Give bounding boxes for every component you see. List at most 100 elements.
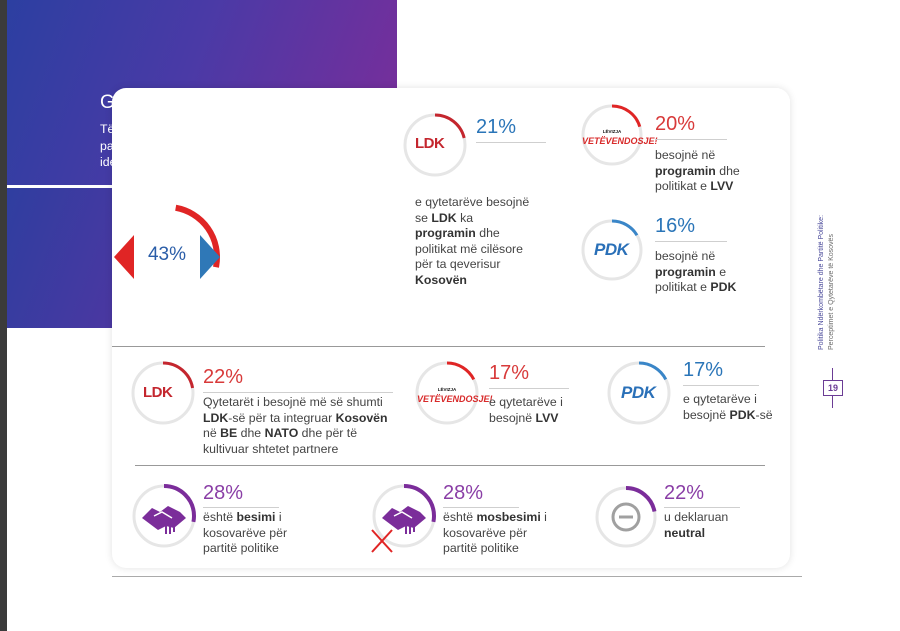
t: i kosovarëve për partitë politike xyxy=(203,510,288,555)
highlight-text-body: e kosovarëve e pranojnë se nuk kanë info… xyxy=(243,210,378,274)
handshake-cross-icon xyxy=(371,484,436,553)
lvv-logo-top: LËVIZJA xyxy=(602,129,622,134)
ldk-ring-icon xyxy=(403,113,467,177)
highlight-text: e kosovarëve e pranojnë se nuk kanë info… xyxy=(243,209,388,292)
lvv-ring-icon xyxy=(581,104,643,166)
t: është xyxy=(203,510,237,524)
pdk-16-percent: 16% xyxy=(655,215,696,237)
left-right-arrows-icon xyxy=(114,204,220,310)
handshake-icon xyxy=(132,484,196,548)
t: i kosovarëve për partitë politike xyxy=(443,510,547,555)
pdk-17-text: e qytetarëve i besojnë PDK-së xyxy=(683,392,773,423)
t: dhe politikat më cilësore për ta qeveris… xyxy=(415,226,523,271)
neutral-22-text: u deklaruan neutral xyxy=(664,510,754,541)
t: e qytetarëve i besojnë xyxy=(683,392,757,422)
trust-28-percent: 28% xyxy=(203,482,244,504)
b: LVV xyxy=(535,410,559,425)
trust-28-text: është besimi i kosovarëve për partitë po… xyxy=(203,510,313,557)
t: dhe xyxy=(237,426,265,440)
t: në xyxy=(203,426,221,440)
neutral-22-percent: 22% xyxy=(664,482,705,504)
distrust-28-percent: 28% xyxy=(443,482,484,504)
lvv-20-text: besojnë në programin dhe politikat e LVV xyxy=(655,148,765,195)
b: LVV xyxy=(710,179,734,193)
bottom-rule xyxy=(112,576,802,577)
b: LDK xyxy=(203,410,229,425)
pdk-16-text: besojnë në programin e politikat e PDK xyxy=(655,249,765,296)
pdk-17-percent: 17% xyxy=(683,359,724,381)
t: ka xyxy=(456,210,474,225)
page-edge xyxy=(0,0,7,631)
t: e qytetarëve i besojnë xyxy=(489,395,563,425)
b: PDK xyxy=(710,280,737,294)
section-title: GJETJET KRYESORE xyxy=(100,92,301,113)
lvv-logo-circle-2: LËVIZJA VETËVENDOSJE! xyxy=(414,360,493,426)
b: besimi xyxy=(236,510,276,524)
lvv-20-underline xyxy=(655,139,727,140)
neutral-circle xyxy=(593,484,659,550)
t: u deklaruan xyxy=(664,510,729,524)
ldk-22-underline xyxy=(203,392,393,393)
section-divider-1 xyxy=(112,346,765,347)
b: BE xyxy=(220,426,238,440)
trust-28-underline xyxy=(203,507,279,508)
percent-43-value: 43% xyxy=(147,244,187,265)
trust-handshake-circle xyxy=(130,482,198,550)
lvv-logo: VETËVENDOSJE! xyxy=(417,394,493,404)
t: është xyxy=(443,510,477,524)
neutral-22-underline xyxy=(664,507,740,508)
t: -së xyxy=(755,407,773,422)
sidebar-title: Politika Ndërkombëtare dhe Partitë Polit… xyxy=(818,214,825,350)
t: e qytetarëve besojnë se xyxy=(415,195,530,225)
ldk-22-text: Qytetarët i besojnë më së shumti LDK-së … xyxy=(203,395,403,457)
b: neutral xyxy=(664,525,705,540)
t: dhe politikat e xyxy=(655,163,740,194)
intro-text: Të dhënat kryesore nga seksioni i tretë … xyxy=(100,122,312,169)
b: programin xyxy=(415,226,476,240)
ldk-22-percent: 22% xyxy=(203,366,244,388)
lvv-17-percent: 17% xyxy=(489,362,530,384)
lvv-17-underline xyxy=(489,388,569,389)
percent-43-badge: 43% xyxy=(110,200,225,315)
ldk-21-text: e qytetarëve besojnë se LDK ka programin… xyxy=(415,195,535,288)
ldk-logo-circle-1: LDK xyxy=(402,112,468,178)
b: NATO xyxy=(264,426,299,440)
b: Kosovën xyxy=(335,410,388,425)
b: PDK xyxy=(729,407,756,422)
lvv-logo: VETËVENDOSJE! xyxy=(582,136,658,146)
lvv-20-percent: 20% xyxy=(655,113,696,135)
pdk-ring-icon xyxy=(607,361,671,425)
highlight-terms: “i/e majtë”, “i/e djathtë” “qendër”; xyxy=(243,259,388,291)
lvv-logo-top: LËVIZJA xyxy=(437,387,457,392)
lvv-ring-icon xyxy=(415,361,479,425)
ldk-21-underline xyxy=(476,142,546,143)
distrust-28-text: është mosbesimi i kosovarëve për partitë… xyxy=(443,510,563,557)
t: besojnë në xyxy=(655,249,716,263)
b: mosbesimi xyxy=(476,510,541,524)
distrust-28-underline xyxy=(443,507,519,508)
ldk-logo-circle-2: LDK xyxy=(130,360,196,426)
lvv-17-text: e qytetarëve i besojnë LVV xyxy=(489,395,579,426)
ldk-ring-icon xyxy=(131,361,195,425)
distrust-handshake-circle xyxy=(370,482,438,554)
b: programin xyxy=(655,264,716,279)
lvv-logo-circle-1: LËVIZJA VETËVENDOSJE! xyxy=(580,103,658,167)
b: programin xyxy=(655,163,716,178)
pdk-17-underline xyxy=(683,385,759,386)
page-tick-bottom xyxy=(832,396,833,408)
section-divider-2 xyxy=(135,465,765,466)
pdk-logo-circle-2: PDK xyxy=(606,360,672,426)
sidebar-subtitle: Perceptimet e Qytetarëve të Kosovës xyxy=(828,234,835,350)
ldk-21-percent: 21% xyxy=(476,116,517,138)
t: besojnë në xyxy=(655,148,716,162)
sidebar-running-title: Politika Ndërkombëtare dhe Partitë Polit… xyxy=(818,215,848,360)
ldk-logo: LDK xyxy=(415,135,445,152)
t: -së për ta integruar xyxy=(228,410,336,425)
page-number: 19 xyxy=(823,380,843,396)
b: Kosovën xyxy=(415,272,467,287)
pdk-ring-icon xyxy=(581,219,643,281)
pdk-16-underline xyxy=(655,241,727,242)
ldk-logo: LDK xyxy=(143,384,173,401)
pdk-logo: PDK xyxy=(594,240,629,259)
t: Qytetarët i besojnë më së shumti xyxy=(203,395,383,409)
